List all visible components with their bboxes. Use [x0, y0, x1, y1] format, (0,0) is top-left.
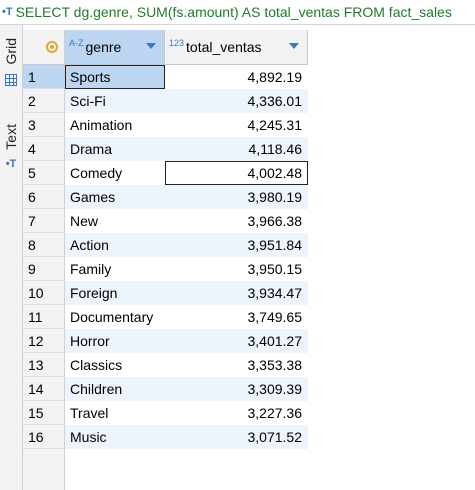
row-number[interactable]: 5: [23, 161, 64, 185]
tab-grid-label: Grid: [3, 37, 19, 65]
cell-genre[interactable]: Games: [65, 185, 165, 209]
row-number[interactable]: 10: [23, 281, 64, 305]
sql-query-bar[interactable]: •T SELECT dg.genre, SUM(fs.amount) AS to…: [0, 0, 475, 25]
text-view-icon: •T: [5, 158, 17, 170]
table-row[interactable]: 7 New 3,966.38: [23, 209, 308, 233]
cell-total-ventas[interactable]: 3,353.38: [247, 357, 303, 373]
cell-genre[interactable]: Animation: [70, 117, 133, 133]
column-header-genre[interactable]: A-Z genre: [65, 30, 165, 64]
table-row[interactable]: 11 Documentary 3,749.65: [23, 305, 308, 329]
cell-total-ventas[interactable]: 4,336.01: [165, 89, 308, 113]
results-grid[interactable]: A-Z genre 123 total_ventas 1 Sports 4,892.…: [23, 25, 475, 490]
table-row[interactable]: 15 Travel 3,227.36: [23, 401, 308, 425]
cell-total-ventas[interactable]: 4,892.19: [247, 69, 303, 85]
table-row[interactable]: 1 Sports 4,892.19: [23, 65, 308, 89]
row-number[interactable]: 11: [23, 305, 64, 329]
cell-total-ventas[interactable]: 3,980.19: [165, 185, 308, 209]
cell-genre[interactable]: New: [70, 213, 99, 229]
text-view-toggle[interactable]: •T: [0, 155, 22, 173]
row-number[interactable]: 1: [23, 65, 64, 89]
grid-view-toggle[interactable]: [0, 69, 22, 91]
row-number[interactable]: 4: [23, 137, 64, 161]
sql-query-text[interactable]: SELECT dg.genre, SUM(fs.amount) AS total…: [15, 4, 452, 20]
row-number[interactable]: 15: [23, 401, 64, 425]
grid-icon: [5, 74, 17, 86]
row-number[interactable]: 13: [23, 353, 64, 377]
grid-header: A-Z genre 123 total_ventas: [23, 30, 308, 65]
cell-total-ventas[interactable]: 4,245.31: [247, 117, 303, 133]
column-header-total-ventas[interactable]: 123 total_ventas: [165, 30, 308, 64]
numeric-type-icon: 123: [169, 38, 185, 48]
cell-total-ventas[interactable]: 3,934.47: [165, 281, 308, 305]
cell-genre[interactable]: Drama: [65, 137, 165, 161]
cell-total-ventas[interactable]: 4,118.46: [165, 137, 308, 161]
table-row[interactable]: 16 Music 3,071.52: [23, 425, 308, 449]
cell-genre[interactable]: Comedy: [70, 165, 123, 181]
table-row[interactable]: 3 Animation 4,245.31: [23, 113, 308, 137]
row-number[interactable]: 8: [23, 233, 64, 257]
sort-dropdown-icon[interactable]: [146, 43, 156, 49]
cell-genre[interactable]: Music: [65, 425, 165, 449]
cell-genre[interactable]: Family: [70, 261, 112, 277]
tab-text[interactable]: Text: [0, 119, 22, 155]
cell-genre[interactable]: Foreign: [65, 281, 165, 305]
row-number[interactable]: 2: [23, 89, 64, 113]
text-type-icon: A-Z: [69, 38, 84, 48]
cell-total-ventas[interactable]: 3,309.39: [165, 377, 308, 401]
cell-total-ventas[interactable]: 4,002.48: [165, 161, 308, 185]
row-number[interactable]: 12: [23, 329, 64, 353]
row-number[interactable]: 16: [23, 425, 64, 449]
cell-total-ventas[interactable]: 3,071.52: [165, 425, 308, 449]
table-row[interactable]: 9 Family 3,950.15: [23, 257, 308, 281]
cell-genre[interactable]: Sci-Fi: [65, 89, 165, 113]
row-number[interactable]: 6: [23, 185, 64, 209]
sort-dropdown-icon[interactable]: [289, 43, 299, 49]
cell-genre[interactable]: Sports: [65, 65, 165, 89]
table-row[interactable]: 10 Foreign 3,934.47: [23, 281, 308, 305]
cell-genre[interactable]: Travel: [70, 405, 109, 421]
row-number[interactable]: 9: [23, 257, 64, 281]
cell-total-ventas[interactable]: 3,401.27: [165, 329, 308, 353]
table-row[interactable]: 2 Sci-Fi 4,336.01: [23, 89, 308, 113]
row-number[interactable]: 14: [23, 377, 64, 401]
row-number[interactable]: 7: [23, 209, 64, 233]
table-row[interactable]: 12 Horror 3,401.27: [23, 329, 308, 353]
table-row[interactable]: 4 Drama 4,118.46: [23, 137, 308, 161]
tab-text-label: Text: [3, 124, 19, 150]
select-all-corner[interactable]: [23, 30, 65, 64]
tab-grid[interactable]: Grid: [0, 33, 22, 69]
row-number[interactable]: 3: [23, 113, 64, 137]
view-mode-sidebar: Grid Text •T: [0, 25, 23, 490]
cell-total-ventas[interactable]: 3,950.15: [247, 261, 303, 277]
column-label-genre: genre: [85, 39, 122, 55]
table-row[interactable]: 13 Classics 3,353.38: [23, 353, 308, 377]
cell-total-ventas[interactable]: 3,227.36: [247, 405, 303, 421]
cell-genre[interactable]: Classics: [70, 357, 123, 373]
table-row[interactable]: 14 Children 3,309.39: [23, 377, 308, 401]
cell-total-ventas[interactable]: 3,749.65: [247, 309, 303, 325]
cell-genre[interactable]: Action: [65, 233, 165, 257]
table-row[interactable]: 8 Action 3,951.84: [23, 233, 308, 257]
cell-total-ventas[interactable]: 3,951.84: [165, 233, 308, 257]
table-row[interactable]: 6 Games 3,980.19: [23, 185, 308, 209]
cell-genre[interactable]: Documentary: [70, 309, 154, 325]
table-row[interactable]: 5 Comedy 4,002.48: [23, 161, 308, 185]
select-all-icon: [46, 41, 58, 53]
cell-genre[interactable]: Horror: [65, 329, 165, 353]
sql-editor-icon: •T: [2, 6, 13, 18]
cell-total-ventas[interactable]: 3,966.38: [247, 213, 303, 229]
cell-genre[interactable]: Children: [65, 377, 165, 401]
column-label-total-ventas: total_ventas: [186, 39, 262, 55]
row-number-column: [23, 65, 65, 490]
